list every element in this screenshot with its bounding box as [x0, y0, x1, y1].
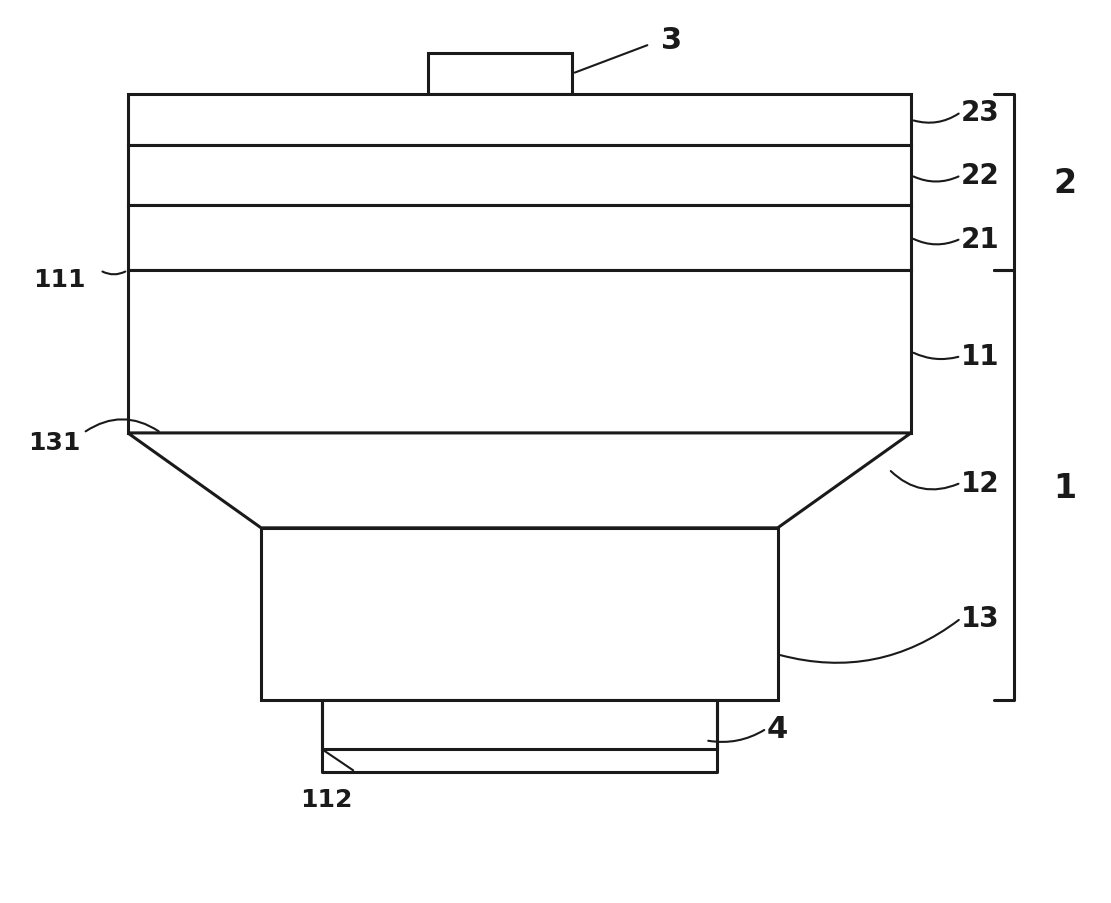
Polygon shape — [128, 433, 911, 528]
Text: 3: 3 — [661, 26, 682, 55]
Text: 22: 22 — [961, 163, 1000, 190]
Bar — [428, 54, 572, 95]
Text: 21: 21 — [961, 226, 1000, 253]
Bar — [128, 271, 911, 433]
Text: 112: 112 — [300, 787, 352, 811]
Bar — [128, 146, 911, 206]
Text: 4: 4 — [767, 714, 788, 743]
Bar — [128, 95, 911, 146]
Text: 12: 12 — [961, 470, 1000, 497]
Bar — [261, 528, 778, 700]
Text: 2: 2 — [1053, 167, 1077, 200]
Text: 13: 13 — [961, 605, 1000, 632]
Text: 23: 23 — [961, 99, 1000, 126]
Bar — [322, 700, 717, 749]
Text: 111: 111 — [33, 268, 86, 292]
Text: 11: 11 — [961, 343, 1000, 370]
Text: 1: 1 — [1053, 471, 1077, 504]
Text: 131: 131 — [28, 431, 80, 454]
Bar — [128, 206, 911, 271]
